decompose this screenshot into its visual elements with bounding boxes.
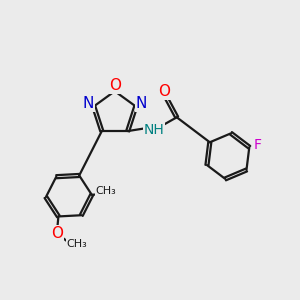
Text: N: N [136,96,147,111]
Text: O: O [158,84,170,99]
Text: CH₃: CH₃ [95,186,116,196]
Text: N: N [82,96,94,111]
Text: NH: NH [143,122,164,136]
Text: O: O [109,78,121,93]
Text: F: F [253,138,261,152]
Text: CH₃: CH₃ [66,239,87,249]
Text: O: O [51,226,63,241]
